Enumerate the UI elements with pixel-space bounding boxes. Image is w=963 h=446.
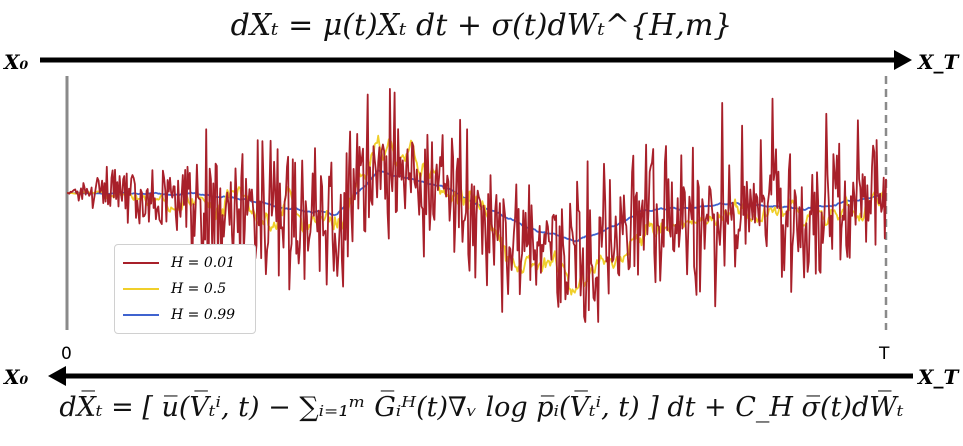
backward-sde-equation: dX̅ₜ = [ u̅(V̅ₜⁱ, t) − ∑ᵢ₌₁ᵐ G̅ᵢᴴ(t)∇ᵥ l… [59,392,904,423]
legend-item-h001: H = 0.01 [123,253,235,273]
legend-label-h001: H = 0.01 [171,255,236,271]
xT-bottom-label: X_T [916,365,961,389]
legend-swatch-h099 [123,313,159,317]
forward-sde-equation: dXₜ = μ(t)Xₜ dt + σ(t)dWₜ^{H,m} [230,8,733,43]
forward-arrowhead [894,50,912,70]
legend-swatch-h05 [123,287,159,291]
legend-swatch-h001 [123,261,159,265]
series-line-h001 [67,88,887,323]
legend-item-h099: H = 0.99 [123,305,235,325]
legend-label-h05: H = 0.5 [171,281,227,297]
xT-top-label: X_T [916,50,961,74]
time-T-label: T [878,344,890,364]
legend: H = 0.01 H = 0.5 H = 0.99 [114,244,256,334]
backward-arrowhead [48,366,66,386]
legend-label-h099: H = 0.99 [171,307,236,323]
trajectory-series [67,88,887,323]
x0-bottom-label: X₀ [2,365,29,389]
time-zero-label: 0 [61,344,72,364]
legend-item-h05: H = 0.5 [123,279,226,299]
x0-top-label: X₀ [2,50,29,74]
